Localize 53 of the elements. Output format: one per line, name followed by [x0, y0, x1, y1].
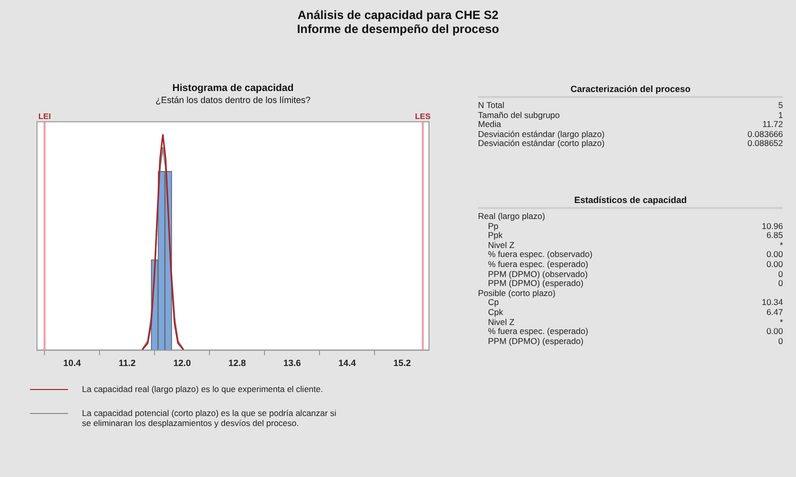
text: 1	[778, 110, 783, 120]
text: 0	[778, 278, 783, 288]
text: Estadísticos de capacidad	[478, 195, 783, 209]
text: *	[780, 240, 783, 250]
text: Análisis de capacidad para CHE S2	[296, 8, 500, 22]
category-label: Desviación estándar (largo plazo)	[478, 128, 605, 140]
category-label: PPM (DPMO) (esperado)	[487, 278, 584, 289]
category-label: PPM (DPMO) (observado)	[487, 268, 588, 279]
legend-label: La capacidad potencial (corto plazo) es la que se podría alcanzar si se eliminaran los desplazamientos y desvíos del proceso.	[82, 408, 338, 428]
text: 0.00	[766, 249, 783, 260]
text: 0.088652	[748, 138, 783, 148]
category-label: Nivel Z	[487, 316, 514, 328]
text: 6.47	[766, 306, 783, 317]
category-label: % fuera espec. (observado)	[487, 249, 592, 260]
text: 0	[778, 336, 783, 346]
category-label: Cp	[487, 297, 499, 308]
text: 0.00	[766, 326, 783, 336]
text: 11.72	[762, 119, 783, 130]
text: Caracterización del proceso	[478, 84, 783, 98]
x-tick-label: 11.2	[118, 358, 136, 368]
category-label: Desviación estándar (corto plazo)	[478, 138, 605, 149]
category-label: Nivel Z	[487, 240, 514, 250]
x-tick-label: 12.8	[228, 358, 246, 368]
x-tick-label: 14.4	[338, 358, 356, 368]
text: 5	[778, 100, 783, 110]
chart-subtitle: ¿Están los datos dentro de los límites?	[155, 94, 311, 105]
x-tick-label: 10.4	[63, 358, 81, 368]
category-label: Posible (corto plazo)	[478, 288, 556, 298]
ref-line-label: LEI	[38, 112, 51, 122]
text: 10.34	[762, 297, 783, 308]
category-label: % fuera espec. (esperado)	[487, 258, 588, 270]
x-tick-label: 15.2	[393, 358, 411, 368]
legend-label: La capacidad real (largo plazo) es lo que experimenta el cliente.	[82, 384, 323, 394]
ref-line-label: LES	[415, 112, 432, 122]
text: Informe de desempeño del proceso	[296, 22, 500, 36]
chart-title: Histograma de capacidad	[172, 82, 294, 94]
category-label: N Total	[478, 100, 504, 111]
text: 0.083666	[748, 128, 783, 139]
category-label: Media	[478, 119, 502, 130]
category-label: Ppk	[487, 230, 503, 241]
text: 0	[778, 268, 783, 279]
x-tick-label: 13.6	[283, 358, 301, 368]
category-label: Pp	[487, 220, 498, 231]
text: 0.00	[766, 258, 783, 269]
category-label: % fuera espec. (esperado)	[487, 326, 588, 337]
category-label: PPM (DPMO) (esperado)	[487, 336, 584, 346]
text: *	[780, 316, 783, 327]
category-label: Real (largo plazo)	[478, 211, 546, 222]
category-label: Tamaño del subgrupo	[478, 110, 560, 120]
text: 6.85	[766, 230, 783, 240]
x-tick-label: 12.0	[173, 358, 191, 368]
text: 10.96	[762, 220, 783, 231]
category-label: Cpk	[487, 306, 504, 318]
